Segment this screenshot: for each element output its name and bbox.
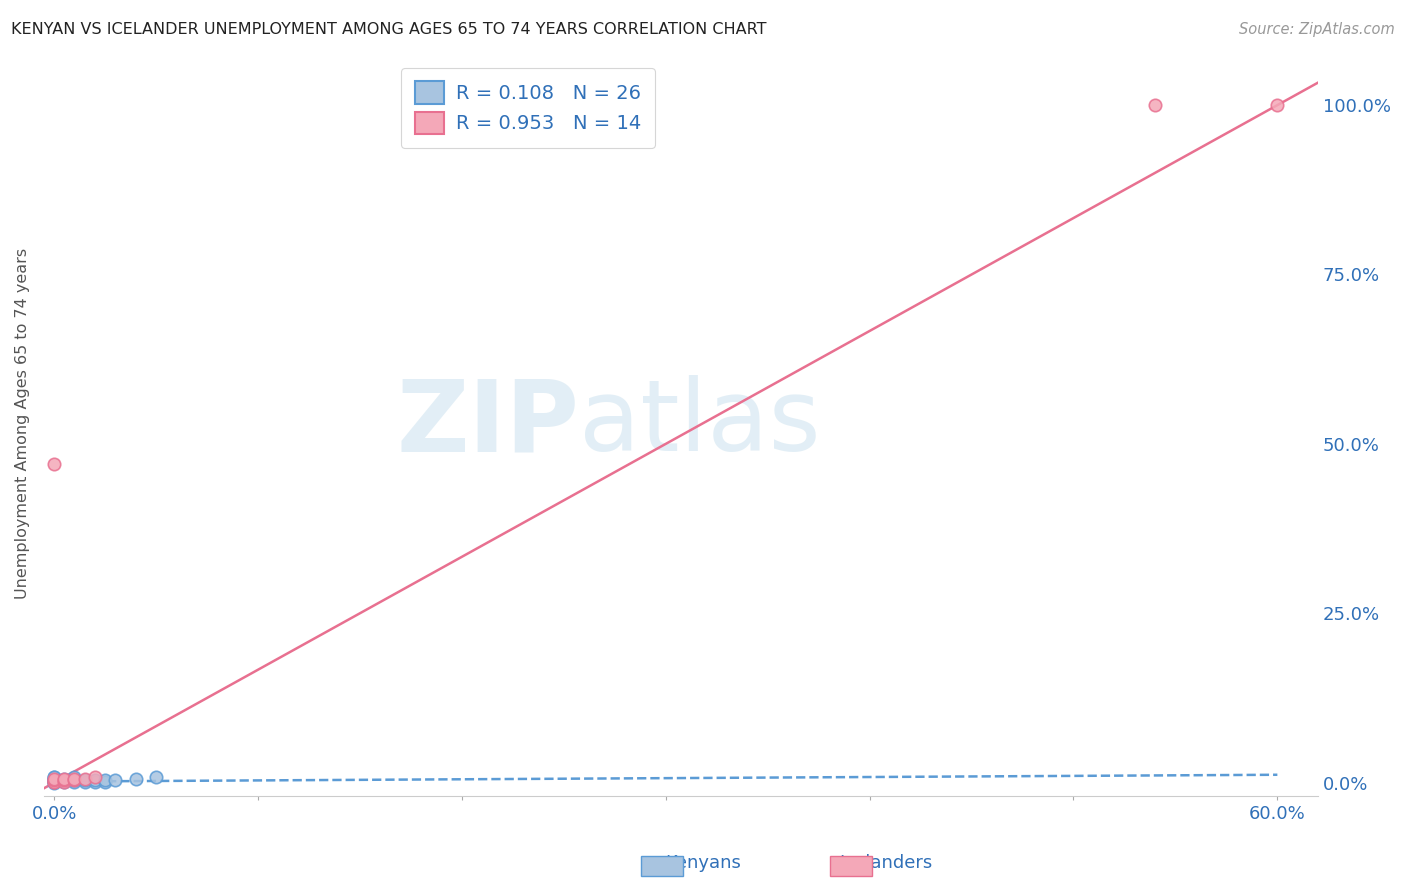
Text: Kenyans: Kenyans xyxy=(665,855,741,872)
Point xyxy=(73,774,96,789)
Point xyxy=(104,773,127,788)
Text: atlas: atlas xyxy=(579,375,821,472)
Point xyxy=(83,771,105,785)
Point xyxy=(53,772,76,786)
Point xyxy=(145,771,167,785)
Point xyxy=(94,774,117,789)
Point xyxy=(42,774,65,789)
Point xyxy=(63,772,86,786)
Point xyxy=(42,771,65,785)
Point xyxy=(53,773,76,788)
Text: KENYAN VS ICELANDER UNEMPLOYMENT AMONG AGES 65 TO 74 YEARS CORRELATION CHART: KENYAN VS ICELANDER UNEMPLOYMENT AMONG A… xyxy=(11,22,766,37)
Point xyxy=(53,773,76,788)
Point xyxy=(42,773,65,788)
Point xyxy=(1267,98,1289,112)
Point xyxy=(63,771,86,785)
Point xyxy=(63,773,86,788)
Point xyxy=(53,774,76,789)
Text: Source: ZipAtlas.com: Source: ZipAtlas.com xyxy=(1239,22,1395,37)
Point xyxy=(42,774,65,789)
Point xyxy=(42,772,65,786)
Point xyxy=(63,772,86,786)
Point xyxy=(83,774,105,789)
Point xyxy=(42,776,65,790)
Point xyxy=(94,773,117,788)
Point xyxy=(42,457,65,471)
Point xyxy=(42,773,65,788)
Text: Icelanders: Icelanders xyxy=(839,855,932,872)
Point xyxy=(53,774,76,789)
Point xyxy=(1144,98,1167,112)
Point xyxy=(63,773,86,788)
Point xyxy=(42,773,65,788)
Point xyxy=(42,772,65,786)
Point xyxy=(83,773,105,788)
Point xyxy=(42,774,65,789)
Point xyxy=(73,773,96,788)
Point xyxy=(42,773,65,788)
Point xyxy=(53,772,76,786)
Point xyxy=(73,772,96,786)
Point xyxy=(63,774,86,789)
Point xyxy=(42,772,65,786)
Y-axis label: Unemployment Among Ages 65 to 74 years: Unemployment Among Ages 65 to 74 years xyxy=(15,248,30,599)
Point xyxy=(42,771,65,785)
Text: ZIP: ZIP xyxy=(396,375,579,472)
Legend: R = 0.108   N = 26, R = 0.953   N = 14: R = 0.108 N = 26, R = 0.953 N = 14 xyxy=(402,68,655,148)
Point xyxy=(42,774,65,789)
Point xyxy=(124,772,146,786)
